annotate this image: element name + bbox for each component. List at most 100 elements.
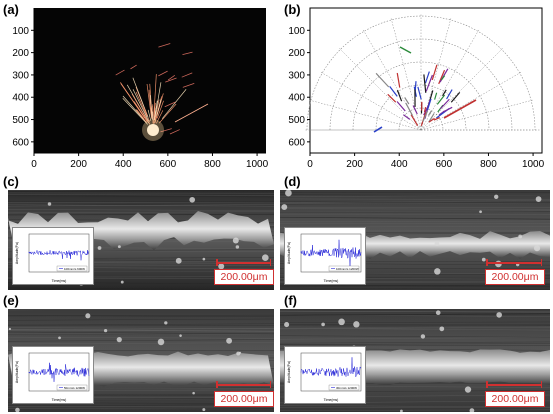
trajectory-segment — [373, 126, 383, 133]
trajectory-segment — [426, 98, 432, 111]
surface-texture — [280, 335, 550, 338]
trajectory-segment — [387, 93, 397, 103]
inset-legend-text: 100mm/s 1200W — [336, 267, 359, 271]
surface-texture — [280, 285, 550, 288]
acoustic-signal-trace — [300, 239, 362, 269]
polar-spoke — [420, 47, 504, 131]
surface-texture — [8, 329, 274, 332]
spark-streak — [182, 82, 195, 88]
inset-x-axis-label: Time(ms) — [52, 398, 67, 402]
panel-b-y-tick-label: 500 — [288, 115, 305, 126]
spatter-particle — [157, 338, 165, 346]
spatter-particle — [15, 407, 20, 412]
spark-streak — [133, 101, 149, 124]
panel-b-x-tick-label: 400 — [391, 159, 408, 170]
spark-streaks — [115, 43, 209, 135]
inset-legend-box — [328, 384, 360, 391]
surface-texture — [280, 344, 550, 346]
spatter-particle — [281, 204, 288, 211]
trajectory-segment — [404, 97, 410, 105]
panel-e: (e) Amplitude(Pa) Time(ms) 50mm/s 1200W 20… — [0, 291, 276, 414]
trajectory-segment — [440, 75, 446, 81]
inset-legend-text: 50mm/s 1200W — [64, 386, 85, 390]
spatter-particle — [400, 409, 403, 412]
acoustic-signal-trace — [28, 250, 90, 261]
panel-b-x-tick-label: 1000 — [522, 159, 545, 170]
trajectory-segment — [442, 89, 447, 97]
spatter-particle — [236, 351, 241, 356]
spark-streak — [136, 109, 144, 119]
panel-c-label: (c) — [3, 174, 19, 189]
spark-streak — [160, 128, 172, 133]
melt-pool — [147, 124, 159, 136]
spatter-particle — [164, 321, 168, 325]
spatter-particle — [494, 194, 499, 200]
spatter-particle — [58, 336, 61, 340]
spatter-particle — [284, 322, 290, 328]
trajectory-segment — [425, 74, 433, 92]
panel-d: (d) Amplitude(Pa) Time(ms) 100mm/s 1200W 2… — [276, 172, 553, 291]
spark-streak — [135, 91, 148, 117]
surface-texture — [280, 321, 550, 323]
spatter-particle — [533, 245, 541, 252]
scale-bar-line-c — [216, 259, 271, 265]
spatter-particle — [420, 334, 426, 339]
trajectory-segment — [396, 101, 406, 112]
spark-streak — [154, 82, 162, 121]
panel-b-x-tick-label: 0 — [307, 159, 313, 170]
spatter-particle — [481, 257, 486, 262]
trajectory-segment — [424, 71, 430, 84]
spark-streak — [120, 82, 146, 119]
spatter-particle — [202, 257, 206, 261]
spatter-particle — [439, 326, 445, 332]
trajectory-segment — [438, 69, 446, 85]
panel-a-x-tick-label: 200 — [70, 159, 87, 170]
surface-texture — [280, 208, 550, 210]
panel-b-y-tick-label: 100 — [288, 26, 305, 37]
spatter-particle — [479, 210, 482, 214]
spatter-particle — [535, 196, 542, 202]
surface-texture — [280, 341, 550, 344]
panel-a-y-tick-label: 600 — [12, 137, 29, 148]
spatter-particle — [435, 310, 441, 316]
spatter-particle — [85, 313, 91, 319]
surface-texture — [280, 201, 550, 203]
trajectory-segment — [427, 110, 432, 116]
panel-b: (b) 100 200 300 400 500 600 0 200 400 600 800 1000 — [276, 0, 553, 172]
panel-b-y-tick-label: 300 — [288, 70, 305, 81]
spark-streak — [132, 89, 149, 122]
spark-streak — [154, 99, 160, 124]
spatter-particle — [434, 268, 441, 275]
panel-a: (a) 100 200 300 400 500 600 0 200 400 600 800 1000 — [0, 0, 275, 172]
trajectory-segment — [389, 85, 398, 97]
trajectory-segment — [450, 91, 461, 103]
trajectory-segment — [431, 64, 438, 81]
trajectory-segment — [405, 102, 414, 116]
spark-streak — [122, 95, 147, 123]
scale-bar-c: 200.00μm — [214, 269, 274, 285]
trajectory-segment — [443, 99, 477, 119]
trajectory-segment — [412, 105, 418, 115]
spatter-particle — [285, 190, 292, 197]
trajectory-segment — [446, 89, 453, 100]
spatter-particle — [218, 263, 225, 270]
spark-streak — [155, 110, 164, 124]
signal-inset-d: Amplitude(Pa) Time(ms) 100mm/s 1200W — [284, 227, 366, 285]
panel-f-label: (f) — [284, 293, 297, 308]
surface-texture — [8, 209, 274, 211]
spatter-particle — [232, 237, 239, 244]
polar-spoke — [420, 28, 480, 131]
spatter-particle — [321, 322, 325, 327]
spark-streak — [149, 95, 153, 117]
trajectory-segment — [434, 92, 438, 100]
surface-texture — [280, 287, 550, 290]
surface-texture — [280, 328, 550, 331]
surface-texture — [280, 313, 550, 316]
trajectory-segment — [410, 114, 419, 127]
surface-texture — [280, 310, 550, 313]
signal-inset-f: Amplitude(Pa) Time(ms) 30mm/s 1200W — [284, 346, 366, 404]
spatter-particle — [117, 245, 121, 249]
surface-texture — [8, 202, 274, 204]
panel-e-label: (e) — [3, 293, 19, 308]
